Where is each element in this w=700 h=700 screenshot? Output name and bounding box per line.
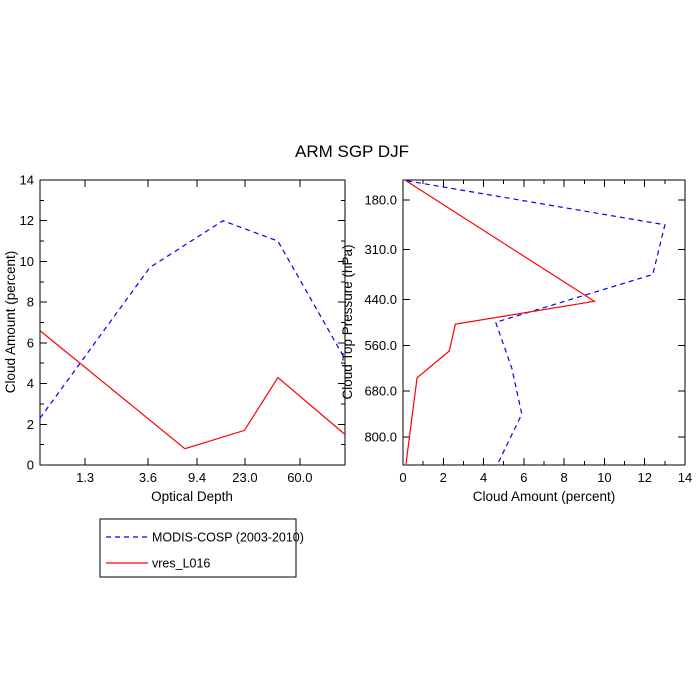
plot-frame	[39, 179, 346, 466]
x-tick-label: 8	[561, 470, 568, 485]
y-tick-label: 800.0	[364, 430, 397, 445]
series-line-model	[39, 330, 346, 450]
y-tick-label: 8	[27, 295, 34, 310]
series-line-modis-cosp	[406, 180, 666, 465]
x-tick-label: 6	[520, 470, 527, 485]
x-tick-label: 0	[399, 470, 406, 485]
legend-box	[99, 518, 297, 578]
y-tick-label: 560.0	[364, 338, 397, 353]
x-tick-label: 1.3	[76, 470, 94, 485]
x-tick-label: 14	[678, 470, 692, 485]
y-tick-label: 0	[27, 458, 34, 473]
series-line-model	[405, 180, 597, 464]
y-tick-label: 12	[20, 213, 34, 228]
x-tick-label: 4	[480, 470, 487, 485]
chart-ctp: 0 2 4 6 8 10 12 14 180.0 310.0 440.0 560.0 680.0 800.…	[364, 179, 692, 485]
y-tick-label: 440.0	[364, 292, 397, 307]
y-tick-label: 4	[27, 376, 34, 391]
legend-entry-label: vres_L016	[152, 557, 210, 571]
x-tick-label: 12	[637, 470, 651, 485]
y-tick-label: 180.0	[364, 192, 397, 207]
y-tick-label: 6	[27, 335, 34, 350]
y-tick-label: 680.0	[364, 384, 397, 399]
plot-frame	[402, 179, 686, 466]
right-y-axis-label: Cloud Top Pressure (hPa)	[340, 244, 355, 399]
legend-entry-label: MODIS-COSP (2003-2010)	[152, 531, 304, 545]
right-x-axis-label: Cloud Amount (percent)	[473, 489, 616, 504]
x-tick-label: 23.0	[232, 470, 257, 485]
x-tick-label: 3.6	[139, 470, 157, 485]
y-tick-label: 310.0	[364, 242, 397, 257]
series-line-modis-cosp	[39, 220, 346, 419]
x-tick-label: 60.0	[287, 470, 312, 485]
x-tick-label: 10	[597, 470, 611, 485]
x-tick-label: 2	[440, 470, 447, 485]
page-title: ARM SGP DJF	[295, 142, 409, 161]
left-x-axis-label: Optical Depth	[151, 489, 233, 504]
chart-tau: 1.3 3.6 9.4 23.0 60.0 0 2 4 6 8 10 12 14	[20, 173, 346, 485]
x-tick-label: 9.4	[188, 470, 206, 485]
y-tick-label: 14	[20, 173, 34, 188]
y-tick-label: 2	[27, 417, 34, 432]
left-y-axis-label: Cloud Amount (percent)	[3, 251, 18, 394]
y-tick-label: 10	[20, 254, 34, 269]
legend: MODIS-COSP (2003-2010) vres_L016	[99, 518, 304, 578]
